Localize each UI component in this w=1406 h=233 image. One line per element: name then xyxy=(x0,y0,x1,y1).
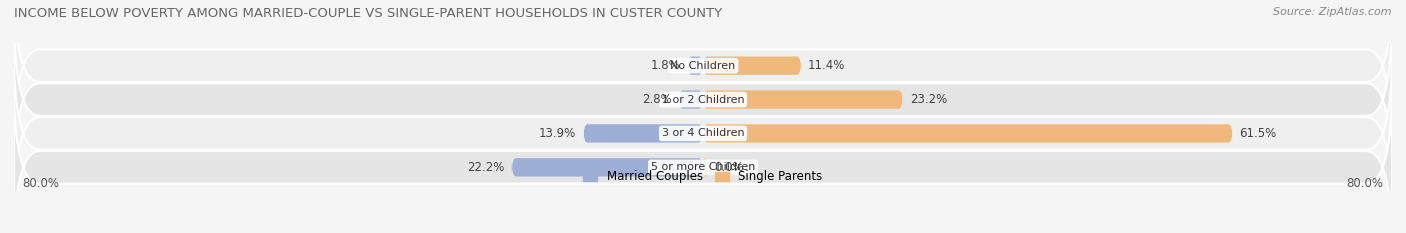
Text: 61.5%: 61.5% xyxy=(1240,127,1277,140)
Text: 80.0%: 80.0% xyxy=(22,177,59,190)
Text: 1 or 2 Children: 1 or 2 Children xyxy=(662,95,744,105)
FancyBboxPatch shape xyxy=(583,124,703,143)
FancyBboxPatch shape xyxy=(14,82,1392,233)
Text: 80.0%: 80.0% xyxy=(1347,177,1384,190)
Text: 5 or more Children: 5 or more Children xyxy=(651,162,755,172)
FancyBboxPatch shape xyxy=(703,90,903,109)
Text: 22.2%: 22.2% xyxy=(468,161,505,174)
Text: Source: ZipAtlas.com: Source: ZipAtlas.com xyxy=(1274,7,1392,17)
Text: 11.4%: 11.4% xyxy=(808,59,845,72)
FancyBboxPatch shape xyxy=(688,57,703,75)
Text: 0.0%: 0.0% xyxy=(714,161,744,174)
Legend: Married Couples, Single Parents: Married Couples, Single Parents xyxy=(579,166,827,188)
FancyBboxPatch shape xyxy=(14,0,1392,151)
Text: 1.8%: 1.8% xyxy=(651,59,681,72)
FancyBboxPatch shape xyxy=(679,90,703,109)
FancyBboxPatch shape xyxy=(703,57,801,75)
FancyBboxPatch shape xyxy=(703,124,1233,143)
Text: 13.9%: 13.9% xyxy=(538,127,576,140)
Text: No Children: No Children xyxy=(671,61,735,71)
FancyBboxPatch shape xyxy=(14,14,1392,185)
Text: 3 or 4 Children: 3 or 4 Children xyxy=(662,128,744,138)
Text: 2.8%: 2.8% xyxy=(643,93,672,106)
FancyBboxPatch shape xyxy=(512,158,703,176)
FancyBboxPatch shape xyxy=(703,158,707,176)
Text: INCOME BELOW POVERTY AMONG MARRIED-COUPLE VS SINGLE-PARENT HOUSEHOLDS IN CUSTER : INCOME BELOW POVERTY AMONG MARRIED-COUPL… xyxy=(14,7,723,20)
FancyBboxPatch shape xyxy=(14,48,1392,219)
Text: 23.2%: 23.2% xyxy=(910,93,946,106)
